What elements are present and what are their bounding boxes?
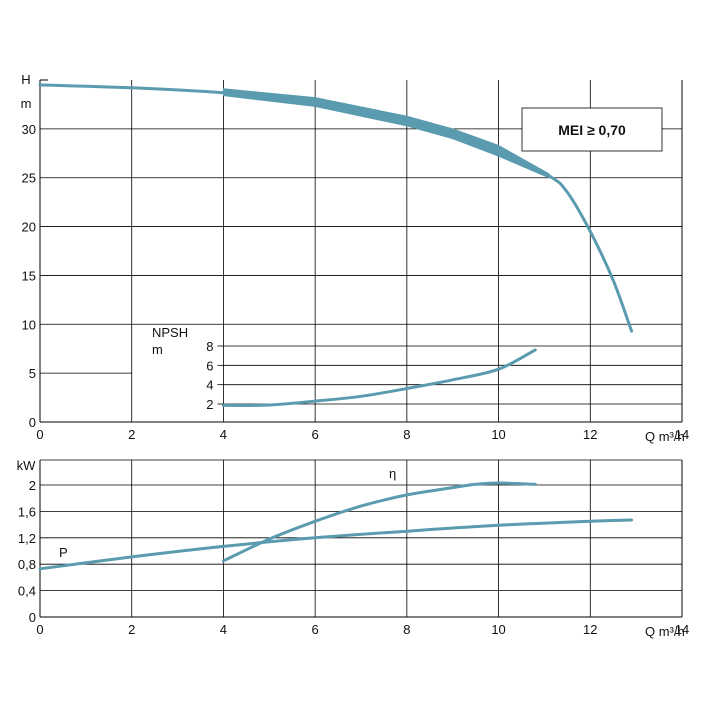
npsh-unit: m (152, 342, 163, 357)
npsh-tick-label: 6 (206, 358, 213, 373)
power-curve (38, 518, 634, 571)
npsh-curve (221, 348, 537, 407)
y-tick-label: 10 (22, 317, 36, 332)
x-tick-label: 14 (675, 622, 689, 637)
x-tick-label: 2 (128, 427, 135, 442)
npsh-tick-label: 2 (206, 397, 213, 412)
head-curve-band (222, 88, 550, 179)
x-tick-label: 4 (220, 427, 227, 442)
y-tick-label: 5 (29, 366, 36, 381)
x-tick-label: 14 (675, 427, 689, 442)
y-tick-label: 2 (29, 478, 36, 493)
y-axis-label: kW (17, 458, 37, 473)
y-tick-label: 0,4 (18, 584, 36, 599)
x-tick-label: 12 (583, 622, 597, 637)
head-curve (38, 83, 634, 333)
y-tick-label: 0 (29, 610, 36, 625)
y-axis-label: H (21, 72, 30, 87)
x-tick-label: 8 (403, 427, 410, 442)
y-axis-unit: m (21, 96, 32, 111)
x-tick-label: 0 (36, 427, 43, 442)
x-tick-label: 2 (128, 622, 135, 637)
y-tick-label: 0 (29, 415, 36, 430)
x-axis-label: Q m³/h (645, 624, 685, 639)
npsh-label: NPSH (152, 325, 188, 340)
y-tick-label: 30 (22, 122, 36, 137)
x-tick-label: 10 (491, 622, 505, 637)
efficiency-curve (221, 481, 537, 563)
npsh-tick-label: 8 (206, 339, 213, 354)
mei-badge-text: MEI ≥ 0,70 (558, 122, 626, 138)
y-tick-label: 25 (22, 171, 36, 186)
mei-badge-box (521, 107, 663, 152)
x-axis-label: Q m³/h (645, 429, 685, 444)
npsh-tick-label: 4 (206, 378, 213, 393)
y-tick-label: 1,2 (18, 531, 36, 546)
x-tick-label: 6 (312, 622, 319, 637)
y-tick-label: 0,8 (18, 557, 36, 572)
efficiency-curve-label: η (389, 466, 396, 481)
y-tick-label: 20 (22, 220, 36, 235)
x-tick-label: 0 (36, 622, 43, 637)
x-tick-label: 6 (312, 427, 319, 442)
x-tick-label: 8 (403, 622, 410, 637)
y-tick-label: 1,6 (18, 504, 36, 519)
y-tick-label: 15 (22, 268, 36, 283)
x-tick-label: 12 (583, 427, 597, 442)
power-curve-label: P (59, 545, 68, 560)
x-tick-label: 10 (491, 427, 505, 442)
x-tick-label: 4 (220, 622, 227, 637)
